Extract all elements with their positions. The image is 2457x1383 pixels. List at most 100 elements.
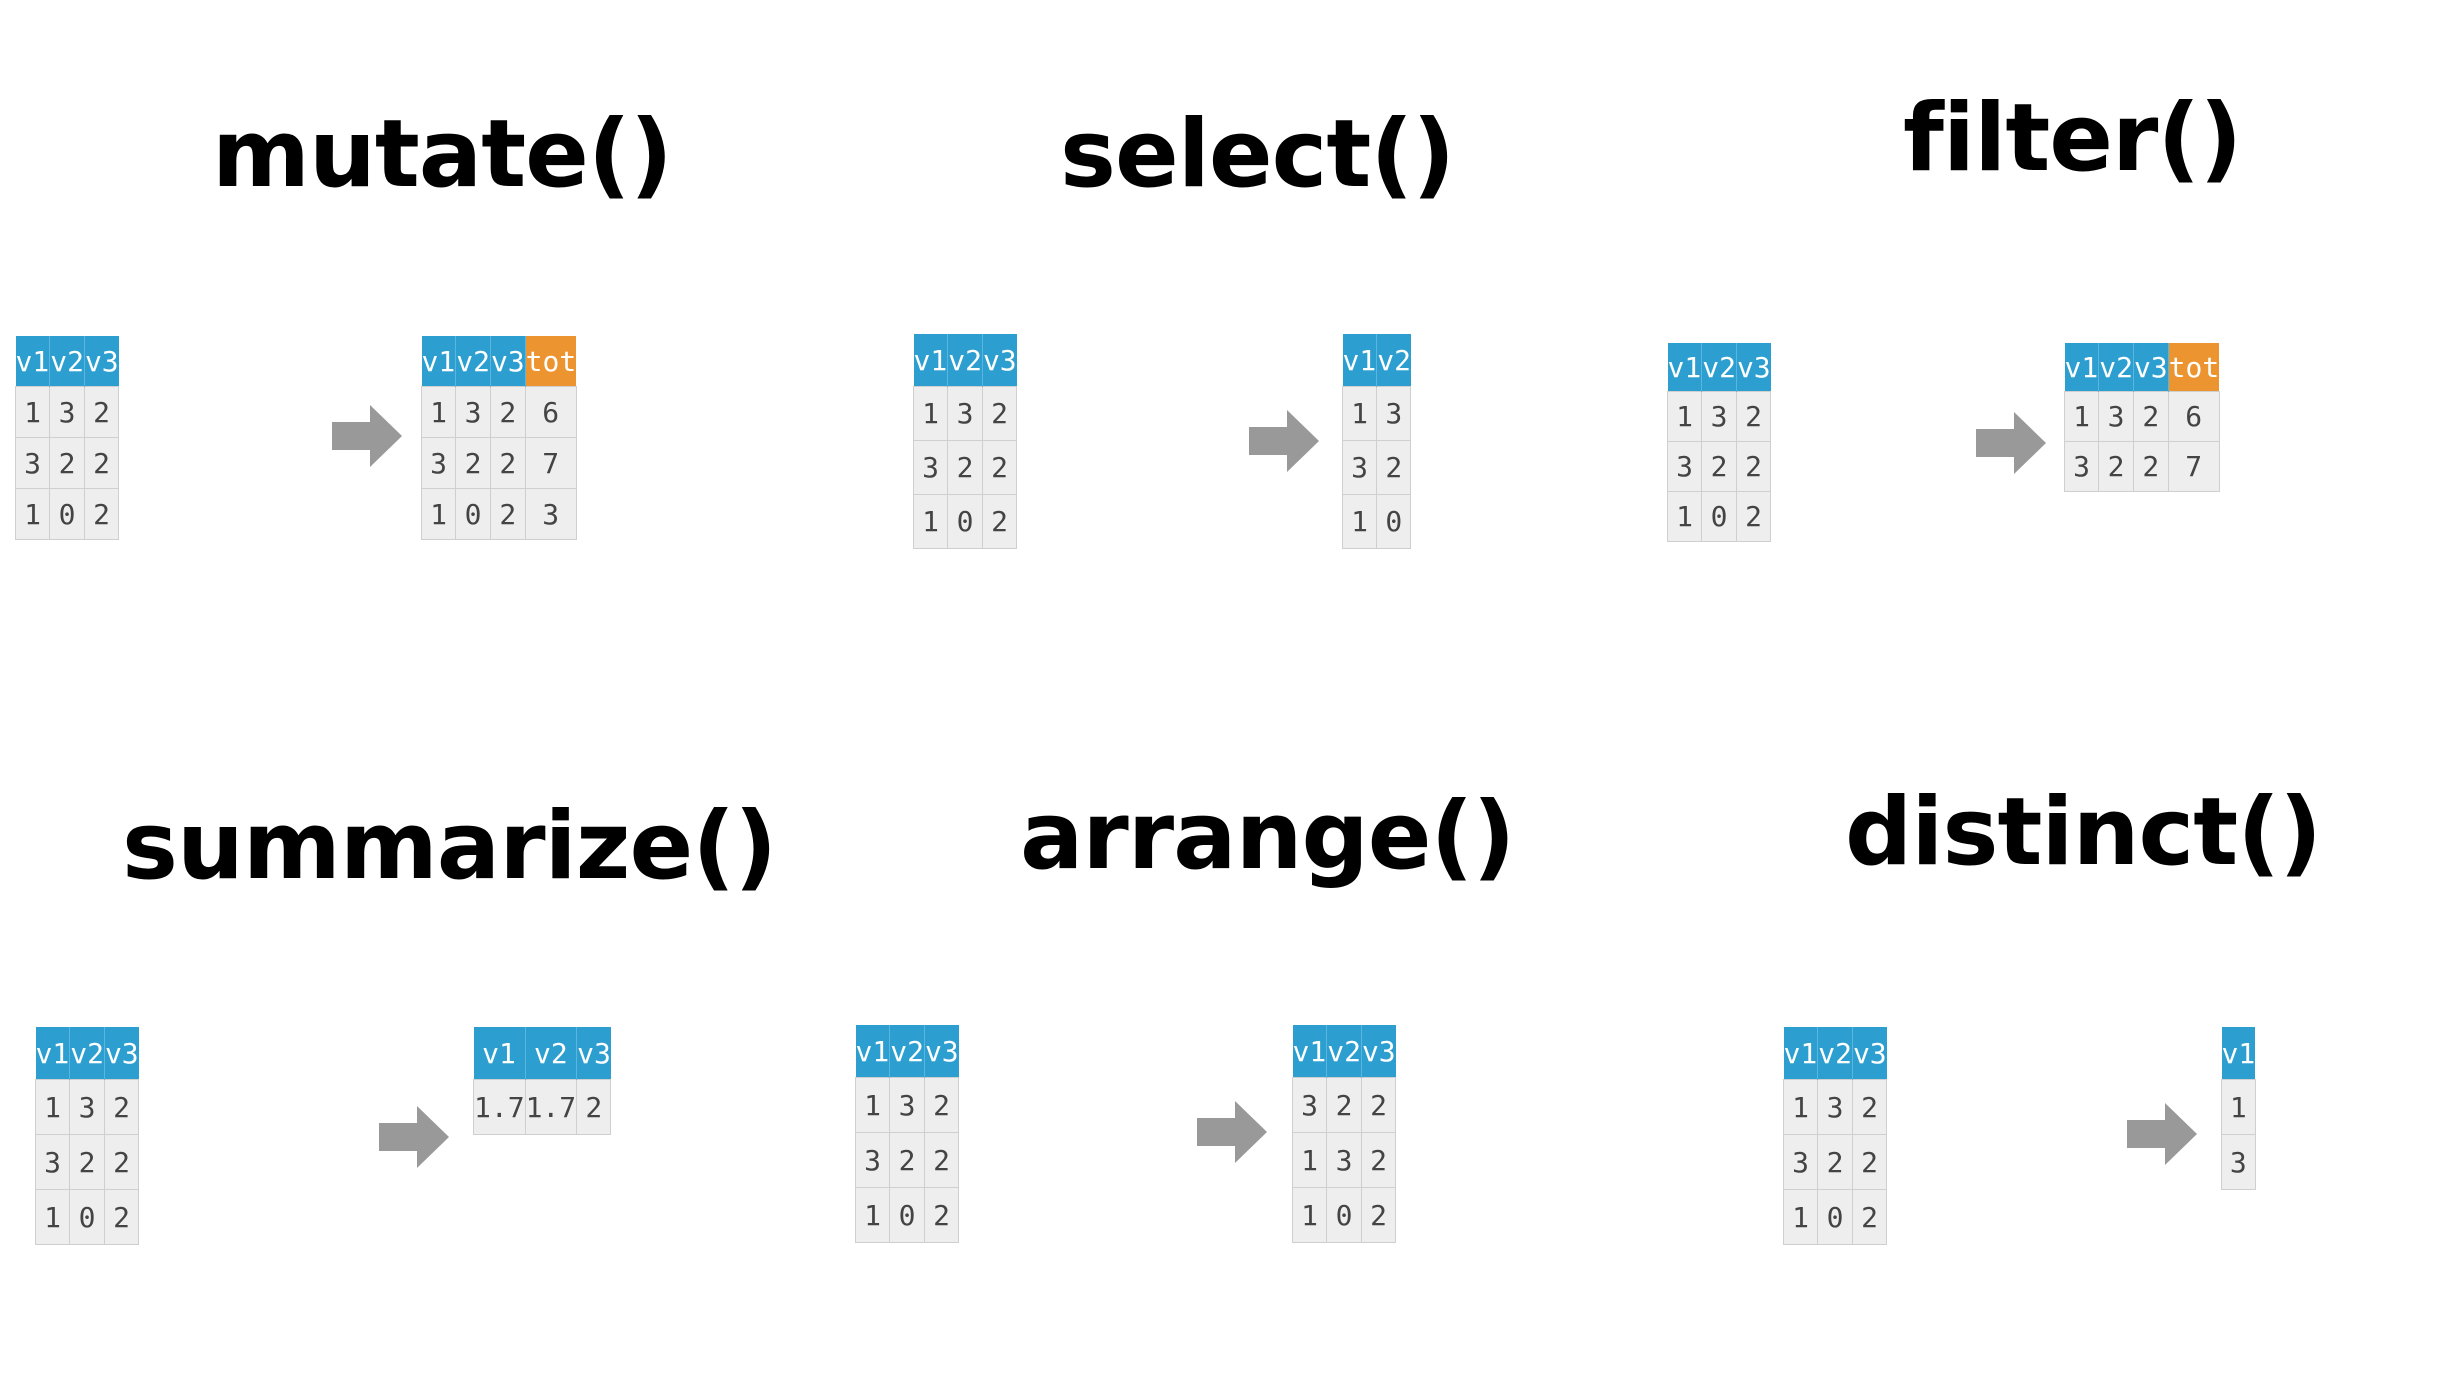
table-cell: 2 [83,437,120,489]
table-cell: 3 [14,437,51,489]
table-cell: 2 [1735,391,1772,442]
table-cell: 1 [2063,391,2100,442]
column-header-v3: v3 [104,1027,139,1080]
output-table: v1 1 3 [2221,1027,2256,1190]
table-cell: 3 [1701,391,1737,442]
table-cell: 1 [1782,1079,1819,1135]
header-row: v1 v2 v3 tot [421,336,577,387]
table-cell: 2 [1360,1132,1397,1188]
table-cell: 3 [1376,386,1412,441]
table-cell: 1 [1666,491,1703,542]
table-cell: 0 [49,488,85,540]
input-table: v1 v2 v3 1 3 2 3 2 2 1 0 2 [854,1025,960,1243]
table-cell: 1 [1291,1187,1328,1243]
column-header-v3: v3 [2133,343,2169,392]
column-header-v2: v2 [2098,343,2134,392]
input-table: v1 v2 v3 1 3 2 3 2 2 1 0 2 [34,1027,140,1245]
table-cell: 1 [420,488,457,540]
table-cell: 3 [2221,1134,2256,1190]
table-cell: 3 [2098,391,2134,442]
column-header-v3: v3 [576,1027,611,1080]
table-cell: 3 [1666,441,1703,492]
column-header-v3: v3 [1852,1027,1887,1080]
table-cell: 2 [489,386,526,438]
table-cell: 2 [83,386,120,438]
table-cell: 0 [455,488,491,540]
table-cell: 7 [2167,441,2220,492]
table-cell: 2 [83,488,120,540]
table-cell: 2 [1851,1134,1888,1190]
header-row: v1 v2 v3 tot [2064,343,2220,392]
table-cell: 3 [524,488,577,540]
column-header-v3: v3 [1361,1025,1396,1078]
header-row: v1 v2 v3 [15,336,119,387]
table-cell: 7 [524,437,577,489]
header-row: v1 v2 [1342,334,1411,387]
column-header-v2: v2 [455,336,491,387]
header-row: v1 v2 v3 [473,1027,611,1080]
input-table: v1 v2 v3 1 3 2 3 2 2 1 0 2 [14,336,120,540]
table-cell: 2 [1817,1134,1853,1190]
header-row: v1 v2 v3 [855,1025,959,1078]
table-cell: 1 [912,386,949,441]
table-cell: 2 [103,1079,140,1135]
table-cell: 2 [1735,491,1772,542]
table-cell: 2 [49,437,85,489]
table-cell: 0 [69,1189,105,1245]
column-header-v1: v1 [421,336,457,387]
column-header-v2: v2 [525,1027,578,1080]
arrow-right-icon [2127,1103,2197,1165]
column-header-v2: v2 [69,1027,105,1080]
table-cell: 2 [1360,1077,1397,1133]
table-cell: 3 [1817,1079,1853,1135]
table-cell: 2 [1851,1189,1888,1245]
panel-title: distinct() [1845,778,2322,887]
table-cell: 2 [576,1079,612,1135]
column-header-v1: v1 [1783,1027,1819,1080]
arrow-right-icon [332,405,402,467]
table-cell: 2 [1360,1187,1397,1243]
table-cell: 2 [489,488,526,540]
table-cell: 3 [1341,440,1378,495]
output-table: v1 v2 v3 tot 1 3 2 6 3 2 2 7 1 0 2 3 [420,336,577,540]
table-cell: 0 [1326,1187,1362,1243]
column-header-v3: v3 [1736,343,1771,392]
input-table: v1 v2 v3 1 3 2 3 2 2 1 0 2 [912,334,1018,549]
table-cell: 1 [854,1077,891,1133]
table-cell: 1 [420,386,457,438]
table-cell: 3 [2063,441,2100,492]
table-cell: 3 [420,437,457,489]
table-cell: 3 [69,1079,105,1135]
column-header-v1: v1 [855,1025,891,1078]
panel-title: select() [1060,100,1455,209]
table-cell: 3 [1782,1134,1819,1190]
table-cell: 2 [889,1132,925,1188]
column-header-v2: v2 [1701,343,1737,392]
table-cell: 1 [34,1079,71,1135]
column-header-v3: v3 [982,334,1017,387]
table-cell: 3 [1326,1132,1362,1188]
panel-title: summarize() [122,792,777,901]
table-cell: 1 [1782,1189,1819,1245]
panel-title: arrange() [1020,782,1515,891]
panel-title: mutate() [212,100,673,209]
table-cell: 0 [1376,494,1412,549]
table-cell: 2 [923,1187,960,1243]
table-cell: 1 [1291,1132,1328,1188]
table-cell: 2 [981,386,1018,441]
output-table: v1 v2 v3 tot 1 3 2 6 3 2 2 7 [2063,343,2220,492]
column-header-v1: v1 [2064,343,2100,392]
